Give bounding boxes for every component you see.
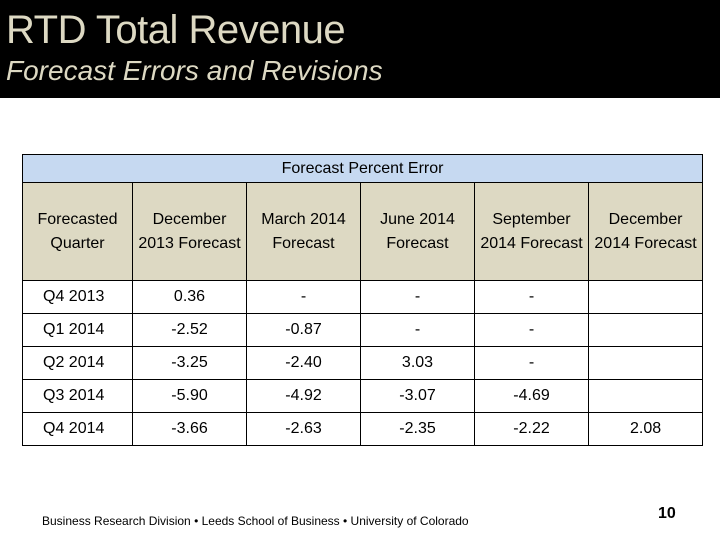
table-cell: -2.63 <box>246 412 361 446</box>
table-row: Q2 2014 -3.25 -2.40 3.03 - <box>22 346 704 380</box>
table-cell <box>587 379 704 413</box>
table-cell: - <box>246 280 361 314</box>
table-cell: - <box>474 346 589 380</box>
table-cell: 0.36 <box>132 280 247 314</box>
table-cell: -2.40 <box>246 346 361 380</box>
column-header: September 2014 Forecast <box>474 182 589 281</box>
table-cell: - <box>474 280 589 314</box>
table-cell: -2.22 <box>474 412 589 446</box>
slide-title: RTD Total Revenue <box>6 8 346 52</box>
table-cell <box>587 346 704 380</box>
table-cell: -2.52 <box>132 313 247 347</box>
slide-subtitle: Forecast Errors and Revisions <box>6 55 383 86</box>
column-header: March 2014 Forecast <box>246 182 361 281</box>
column-header: Forecasted Quarter <box>22 182 133 281</box>
column-header: June 2014 Forecast <box>360 182 475 281</box>
table-cell: -3.66 <box>132 412 247 446</box>
quarter-cell: Q2 2014 <box>22 346 133 380</box>
table-cell <box>587 313 704 347</box>
table-row: Q1 2014 -2.52 -0.87 - - <box>22 313 704 347</box>
title-bar: RTD Total Revenue Forecast Errors and Re… <box>0 0 720 98</box>
table-cell: -0.87 <box>246 313 361 347</box>
table-cell: - <box>360 313 475 347</box>
table-cell: - <box>474 313 589 347</box>
group-header: Forecast Percent Error <box>21 154 704 183</box>
table-row: Q3 2014 -5.90 -4.92 -3.07 -4.69 <box>22 379 704 413</box>
quarter-cell: Q3 2014 <box>22 379 133 413</box>
table-cell: -5.90 <box>132 379 247 413</box>
table-row: Q4 2014 -3.66 -2.63 -2.35 -2.22 2.08 <box>22 412 704 446</box>
forecast-error-table: Forecast Percent Error Forecasted Quarte… <box>21 154 704 446</box>
table-cell: - <box>360 280 475 314</box>
table-cell: -4.92 <box>246 379 361 413</box>
table-cell: -2.35 <box>360 412 475 446</box>
table-cell: 2.08 <box>587 412 704 446</box>
footer-text: Business Research Division • Leeds Schoo… <box>42 514 469 528</box>
quarter-cell: Q1 2014 <box>22 313 133 347</box>
table-row: Q4 2013 0.36 - - - <box>22 280 704 314</box>
table-cell: -3.25 <box>132 346 247 380</box>
quarter-cell: Q4 2013 <box>22 280 133 314</box>
page-number: 10 <box>658 505 676 522</box>
table-cell <box>587 280 704 314</box>
table-cell: -4.69 <box>474 379 589 413</box>
table-cell: -3.07 <box>360 379 475 413</box>
column-header-row: Forecasted Quarter December 2013 Forecas… <box>22 182 704 281</box>
table-cell: 3.03 <box>360 346 475 380</box>
quarter-cell: Q4 2014 <box>22 412 133 446</box>
column-header: December 2013 Forecast <box>132 182 247 281</box>
column-header: December 2014 Forecast <box>587 182 704 281</box>
group-header-row: Forecast Percent Error <box>21 154 704 183</box>
